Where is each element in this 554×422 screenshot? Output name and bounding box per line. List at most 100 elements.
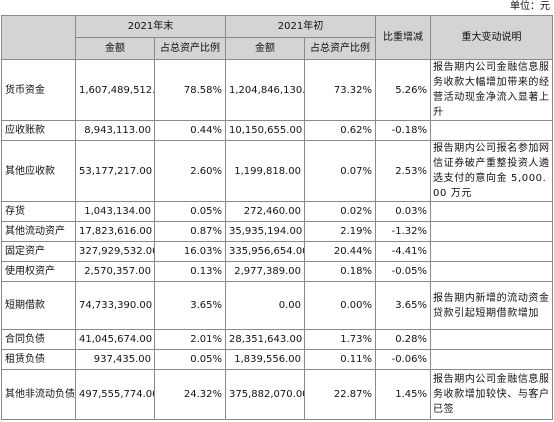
end-amount-cell: 41,045,674.00 bbox=[75, 329, 155, 350]
table-row: 应收账款 8,943,113.00 0.44% 10,150,655.00 0.62% -… bbox=[1, 120, 554, 141]
explanation-cell bbox=[430, 120, 554, 141]
begin-ratio-cell: 73.32% bbox=[304, 59, 377, 121]
begin-amount-cell: 2,977,389.00 bbox=[225, 261, 306, 282]
begin-amount-cell: 1,204,846,130.00 bbox=[225, 59, 306, 121]
header-begin-amount: 金额 bbox=[225, 37, 306, 60]
begin-amount-cell: 0.00 bbox=[225, 281, 306, 330]
begin-amount-cell: 28,351,643.00 bbox=[225, 329, 306, 350]
explanation-cell: 报告期内新增的流动资金贷款引起短期借款增加 bbox=[430, 281, 554, 330]
change-cell: 2.53% bbox=[375, 140, 432, 202]
row-name: 其他应收款 bbox=[1, 140, 76, 202]
change-cell: 3.65% bbox=[375, 281, 432, 330]
table-row: 固定资产 327,929,532.00 16.03% 335,956,654.00 20… bbox=[1, 241, 554, 262]
begin-ratio-cell: 0.07% bbox=[304, 140, 377, 202]
begin-ratio-cell: 0.62% bbox=[304, 120, 377, 141]
header-end-amount: 金额 bbox=[75, 37, 155, 60]
header-item bbox=[1, 15, 76, 60]
begin-ratio-cell: 20.44% bbox=[304, 241, 377, 262]
explanation-cell: 报告期内公司报名参加网信证券破产重整投资人遴选支付的意向金 5,000.00 万… bbox=[430, 140, 554, 202]
end-amount-cell: 1,607,489,512.00 bbox=[75, 59, 155, 121]
end-ratio-cell: 0.05% bbox=[153, 201, 227, 222]
change-cell: -0.06% bbox=[375, 349, 432, 370]
row-name: 应收账款 bbox=[1, 120, 76, 141]
end-ratio-cell: 78.58% bbox=[153, 59, 227, 121]
table-row: 短期借款 74,733,390.00 3.65% 0.00 0.00% 3.65% 报告期内… bbox=[1, 281, 554, 330]
change-cell: 1.45% bbox=[375, 369, 432, 420]
change-cell: 0.03% bbox=[375, 201, 432, 222]
begin-ratio-cell: 0.00% bbox=[304, 281, 377, 330]
row-name: 租赁负债 bbox=[1, 349, 76, 370]
begin-amount-cell: 272,460.00 bbox=[225, 201, 306, 222]
explanation-cell: 报告期内公司金融信息服务收款增加较快、与客户已签 bbox=[430, 369, 554, 420]
change-cell: -1.32% bbox=[375, 221, 432, 242]
end-amount-cell: 74,733,390.00 bbox=[75, 281, 155, 330]
explanation-cell: 报告期内公司金融信息服务收款大幅增加带来的经营活动现金净流入显著上升 bbox=[430, 59, 554, 121]
row-name: 其他流动资产 bbox=[1, 221, 76, 242]
explanation-cell bbox=[430, 241, 554, 262]
end-ratio-cell: 0.87% bbox=[153, 221, 227, 242]
end-ratio-cell: 0.44% bbox=[153, 120, 227, 141]
end-ratio-cell: 3.65% bbox=[153, 281, 227, 330]
begin-amount-cell: 1,839,556.00 bbox=[225, 349, 306, 370]
row-name: 货币资金 bbox=[1, 59, 76, 121]
row-name: 其他非流动负债 bbox=[1, 369, 76, 420]
table-row: 存货 1,043,134.00 0.05% 272,460.00 0.02% 0.03% bbox=[1, 201, 554, 222]
change-cell: 5.26% bbox=[375, 59, 432, 121]
end-ratio-cell: 0.05% bbox=[153, 349, 227, 370]
begin-ratio-cell: 0.02% bbox=[304, 201, 377, 222]
unit-label: 单位：元 bbox=[510, 1, 550, 12]
begin-amount-cell: 335,956,654.00 bbox=[225, 241, 306, 262]
table-row: 其他应收款 53,177,217.00 2.60% 1,199,818.00 0.07%… bbox=[1, 140, 554, 202]
header-end-ratio: 占总资产比例 bbox=[153, 37, 227, 60]
row-name: 存货 bbox=[1, 201, 76, 222]
end-ratio-cell: 2.60% bbox=[153, 140, 227, 202]
begin-ratio-cell: 0.11% bbox=[304, 349, 377, 370]
end-ratio-cell: 24.32% bbox=[153, 369, 227, 420]
header-begin-year: 2021年初 bbox=[225, 15, 377, 38]
change-cell: -0.18% bbox=[375, 120, 432, 141]
begin-amount-cell: 1,199,818.00 bbox=[225, 140, 306, 202]
end-amount-cell: 327,929,532.00 bbox=[75, 241, 155, 262]
end-amount-cell: 53,177,217.00 bbox=[75, 140, 155, 202]
row-name: 使用权资产 bbox=[1, 261, 76, 282]
table-row: 合同负债 41,045,674.00 2.01% 28,351,643.00 1.73%… bbox=[1, 329, 554, 350]
table-row: 其他流动资产 17,823,616.00 0.87% 35,935,194.00 2.1… bbox=[1, 221, 554, 242]
explanation-cell bbox=[430, 329, 554, 350]
begin-amount-cell: 35,935,194.00 bbox=[225, 221, 306, 242]
header-explanation: 重大变动说明 bbox=[430, 15, 554, 60]
explanation-cell bbox=[430, 349, 554, 370]
header-row-1: 2021年末 2021年初 比重增减 重大变动说明 bbox=[1, 15, 554, 60]
balance-sheet-table: 2021年末 2021年初 比重增减 重大变动说明 金额 占总资产比例 金额 占… bbox=[1, 15, 554, 420]
table-row: 租赁负债 937,435.00 0.05% 1,839,556.00 0.11% -0.0… bbox=[1, 349, 554, 370]
row-name: 固定资产 bbox=[1, 241, 76, 262]
end-ratio-cell: 2.01% bbox=[153, 329, 227, 350]
begin-ratio-cell: 22.87% bbox=[304, 369, 377, 420]
table-row: 使用权资产 2,570,357.00 0.13% 2,977,389.00 0.18% -… bbox=[1, 261, 554, 282]
explanation-cell bbox=[430, 261, 554, 282]
row-name: 短期借款 bbox=[1, 281, 76, 330]
change-cell: -0.05% bbox=[375, 261, 432, 282]
end-ratio-cell: 16.03% bbox=[153, 241, 227, 262]
table-row: 其他非流动负债 497,555,774.00 24.32% 375,882,070.0… bbox=[1, 369, 554, 420]
header-end-year: 2021年末 bbox=[74, 15, 227, 38]
end-amount-cell: 1,043,134.00 bbox=[75, 201, 155, 222]
begin-ratio-cell: 2.19% bbox=[304, 221, 377, 242]
end-amount-cell: 17,823,616.00 bbox=[75, 221, 155, 242]
end-amount-cell: 2,570,357.00 bbox=[75, 261, 155, 282]
explanation-cell bbox=[430, 221, 554, 242]
row-name: 合同负债 bbox=[1, 329, 76, 350]
begin-amount-cell: 375,882,070.00 bbox=[225, 369, 306, 420]
change-cell: -4.41% bbox=[375, 241, 432, 262]
end-amount-cell: 497,555,774.00 bbox=[75, 369, 155, 420]
end-amount-cell: 8,943,113.00 bbox=[75, 120, 155, 141]
explanation-cell bbox=[430, 201, 554, 222]
end-ratio-cell: 0.13% bbox=[153, 261, 227, 282]
begin-ratio-cell: 0.18% bbox=[304, 261, 377, 282]
change-cell: 0.28% bbox=[375, 329, 432, 350]
header-change: 比重增减 bbox=[375, 15, 432, 60]
table-row: 货币资金1,607,489,512.0078.58%1,204,846,130.… bbox=[1, 59, 554, 121]
end-amount-cell: 937,435.00 bbox=[75, 349, 155, 370]
header-begin-ratio: 占总资产比例 bbox=[304, 37, 377, 60]
begin-amount-cell: 10,150,655.00 bbox=[225, 120, 306, 141]
begin-ratio-cell: 1.73% bbox=[304, 329, 377, 350]
